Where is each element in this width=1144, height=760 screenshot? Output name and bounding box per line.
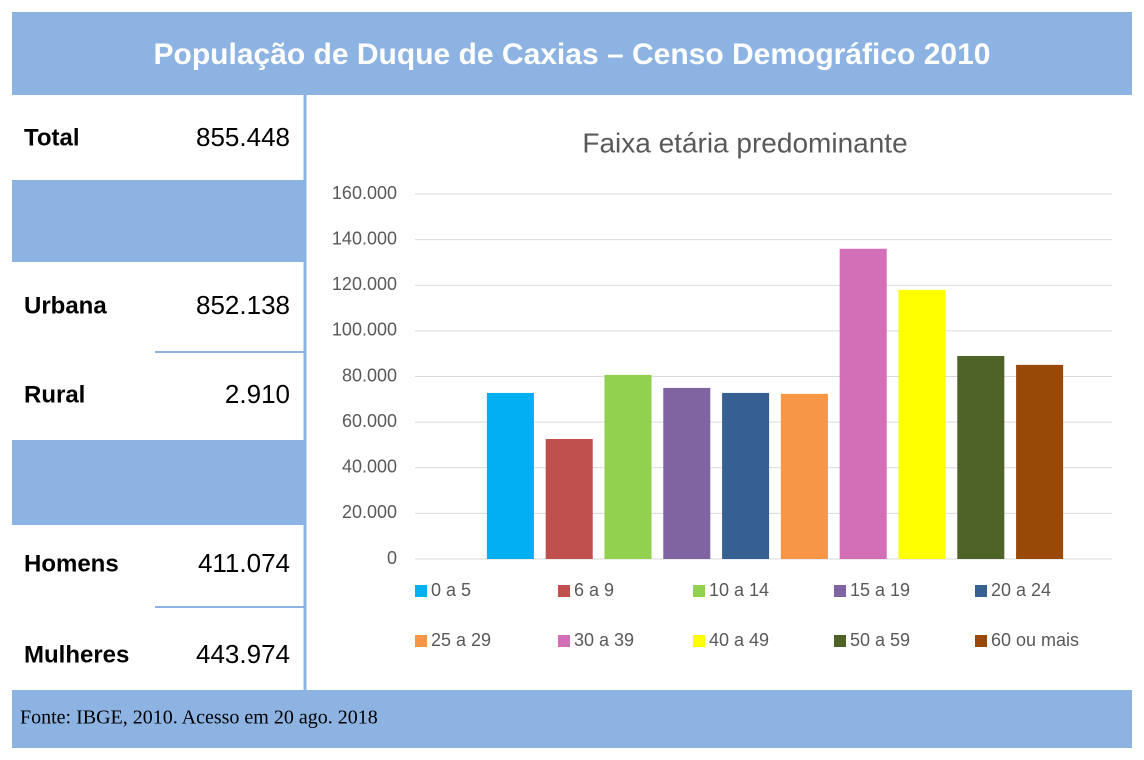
- bar: [780, 393, 828, 559]
- legend-swatch: [975, 635, 987, 647]
- y-tick-label: 80.000: [342, 365, 397, 385]
- legend-label: 0 a 5: [431, 580, 471, 600]
- row-label: Urbana: [24, 292, 107, 319]
- bar: [898, 289, 946, 559]
- title: População de Duque de Caxias – Censo Dem…: [154, 38, 991, 71]
- row-value: 411.074: [198, 548, 290, 578]
- legend-label: 15 a 19: [850, 580, 910, 600]
- row-label: Mulheres: [24, 641, 129, 668]
- legend-label: 10 a 14: [709, 580, 769, 600]
- legend-swatch: [834, 585, 846, 597]
- legend-label: 25 a 29: [431, 630, 491, 650]
- y-tick-label: 160.000: [332, 183, 397, 203]
- legend-label: 20 a 24: [991, 580, 1051, 600]
- legend-swatch: [415, 635, 427, 647]
- bar: [957, 355, 1005, 559]
- y-tick-label: 140.000: [332, 228, 397, 248]
- chart-title: Faixa etária predominante: [582, 127, 907, 158]
- y-tick-label: 0: [387, 548, 397, 568]
- bar: [722, 392, 770, 559]
- y-tick-label: 120.000: [332, 274, 397, 294]
- legend-label: 50 a 59: [850, 630, 910, 650]
- bar: [1016, 364, 1064, 559]
- row-label: Homens: [24, 550, 119, 577]
- legend-swatch: [415, 585, 427, 597]
- y-tick-label: 20.000: [342, 502, 397, 522]
- source: Fonte: IBGE, 2010. Acesso em 20 ago. 201…: [20, 707, 378, 729]
- legend-label: 40 a 49: [709, 630, 769, 650]
- row-value: 855.448: [196, 122, 290, 152]
- row-value: 443.974: [196, 639, 290, 669]
- spacer-band: [12, 440, 305, 525]
- spacer-band: [12, 180, 305, 262]
- legend-swatch: [558, 635, 570, 647]
- bar: [663, 387, 711, 559]
- legend-label: 60 ou mais: [991, 630, 1079, 650]
- legend-swatch: [558, 585, 570, 597]
- y-tick-label: 60.000: [342, 411, 397, 431]
- header-band: [12, 12, 1132, 95]
- row-label: Total: [24, 124, 80, 151]
- row-value: 852.138: [196, 290, 290, 320]
- row-label: Rural: [24, 381, 85, 408]
- legend-swatch: [693, 585, 705, 597]
- footer-band: [12, 690, 1132, 748]
- bar: [545, 439, 593, 559]
- legend-label: 6 a 9: [574, 580, 614, 600]
- bar: [839, 248, 887, 559]
- legend-swatch: [834, 635, 846, 647]
- y-tick-label: 40.000: [342, 457, 397, 477]
- legend-swatch: [693, 635, 705, 647]
- bar: [604, 374, 652, 559]
- legend-swatch: [975, 585, 987, 597]
- bar: [486, 392, 534, 559]
- row-value: 2.910: [225, 379, 290, 409]
- legend-label: 30 a 39: [574, 630, 634, 650]
- y-tick-label: 100.000: [332, 320, 397, 340]
